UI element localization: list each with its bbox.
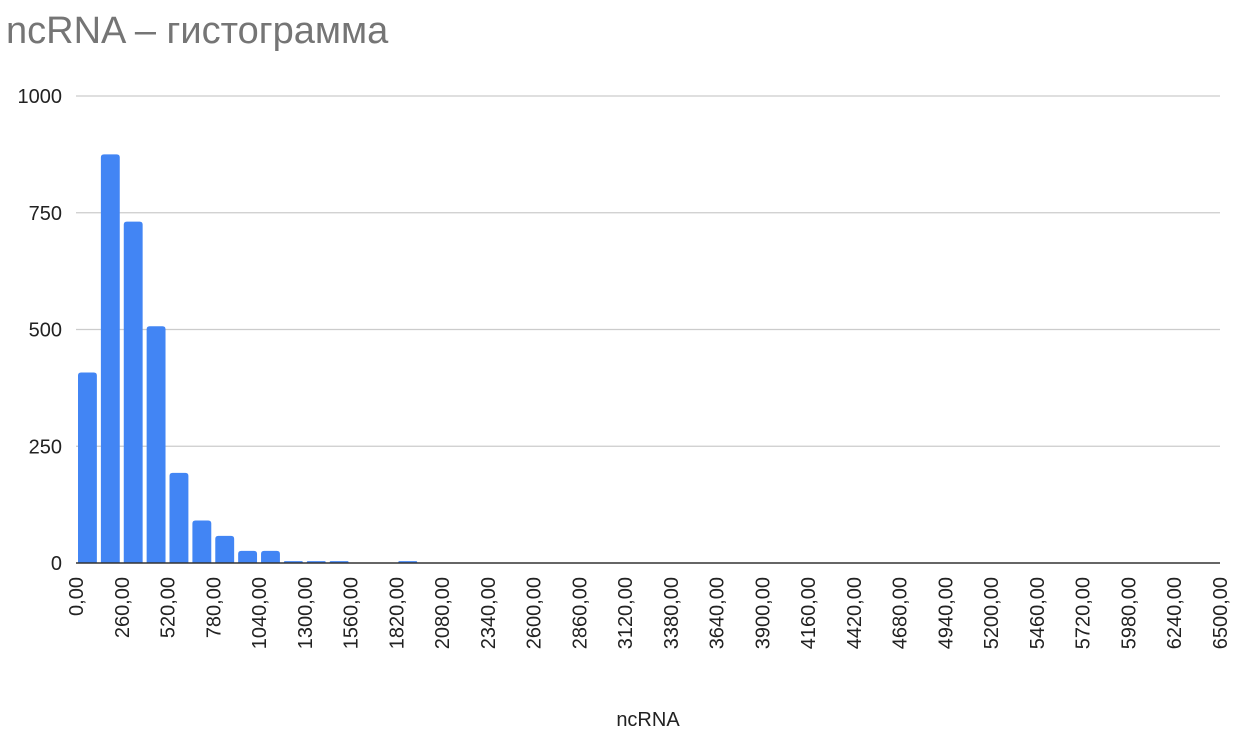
x-tick-label: 2860,00 bbox=[569, 577, 591, 649]
x-tick-label: 4420,00 bbox=[844, 577, 866, 649]
y-tick-label: 1000 bbox=[18, 86, 63, 108]
x-tick-label: 2080,00 bbox=[432, 577, 454, 649]
x-tick-label: 3120,00 bbox=[615, 577, 637, 649]
x-tick-label: 4160,00 bbox=[798, 577, 820, 649]
x-tick-label: 520,00 bbox=[158, 577, 180, 638]
x-tick-label: 6240,00 bbox=[1164, 577, 1186, 649]
x-tick-label: 3640,00 bbox=[707, 577, 729, 649]
x-tick-label: 4940,00 bbox=[935, 577, 957, 649]
histogram-bar bbox=[78, 372, 97, 563]
x-axis-ticks: 0,00 260,00 520,00 780,00 1040,00 1300,00 1560… bbox=[66, 577, 1232, 649]
histogram-bar bbox=[192, 520, 212, 563]
gridlines bbox=[76, 95, 1220, 447]
x-tick-label: 2340,00 bbox=[478, 577, 500, 649]
bars bbox=[78, 154, 418, 564]
x-tick-label: 5980,00 bbox=[1118, 577, 1140, 649]
x-tick-label: 780,00 bbox=[203, 577, 225, 638]
histogram-bar bbox=[238, 550, 258, 563]
histogram-bar bbox=[261, 550, 280, 563]
x-axis-title: ncRNA bbox=[616, 709, 680, 731]
x-tick-label: 2600,00 bbox=[524, 577, 546, 649]
y-tick-label: 500 bbox=[29, 320, 62, 342]
x-tick-label: 1300,00 bbox=[295, 577, 317, 649]
x-tick-label: 260,00 bbox=[112, 577, 134, 638]
x-tick-label: 1560,00 bbox=[341, 577, 363, 649]
x-tick-label: 1820,00 bbox=[386, 577, 408, 649]
histogram-bar bbox=[123, 221, 143, 564]
histogram-bar bbox=[169, 472, 189, 563]
y-tick-label: 0 bbox=[51, 553, 62, 575]
y-tick-label: 250 bbox=[29, 436, 62, 458]
histogram-bar bbox=[146, 326, 166, 563]
histogram-bar bbox=[100, 154, 120, 563]
x-tick-label: 5460,00 bbox=[1027, 577, 1049, 649]
x-tick-label: 3380,00 bbox=[661, 577, 683, 649]
histogram-bar bbox=[215, 535, 235, 563]
x-tick-label: 3900,00 bbox=[752, 577, 774, 649]
x-tick-label: 0,00 bbox=[66, 577, 88, 616]
x-tick-label: 6500,00 bbox=[1210, 577, 1232, 649]
x-tick-label: 5720,00 bbox=[1073, 577, 1095, 649]
chart-title: ncRNA – гистограмма bbox=[6, 10, 389, 52]
x-tick-label: 4680,00 bbox=[890, 577, 912, 649]
x-tick-label: 5200,00 bbox=[981, 577, 1003, 649]
y-axis-ticks: 0 250 500 750 1000 bbox=[18, 86, 63, 575]
x-tick-label: 1040,00 bbox=[249, 577, 271, 649]
y-tick-label: 750 bbox=[29, 203, 62, 225]
